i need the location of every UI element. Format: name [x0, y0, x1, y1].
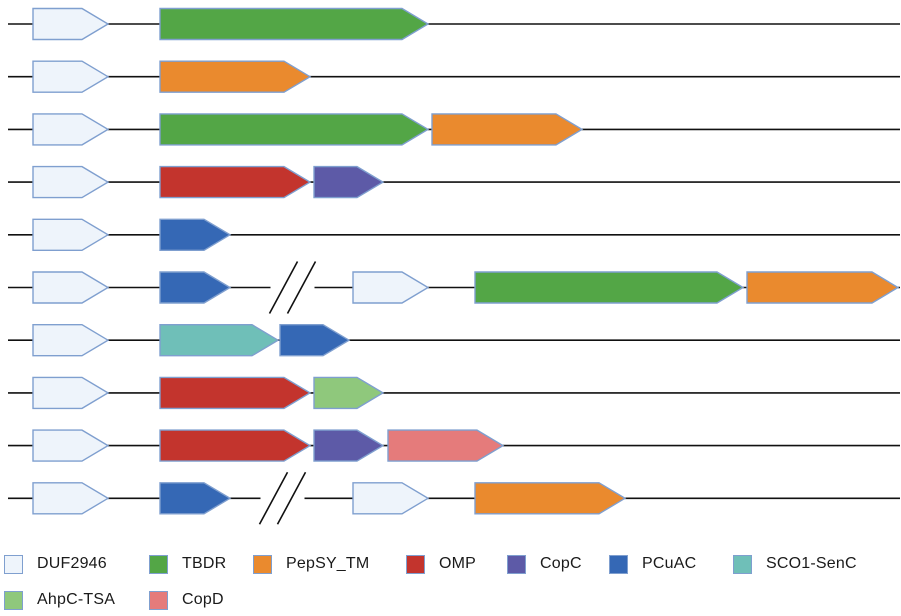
legend-label-tbdr: TBDR [182, 555, 227, 572]
sequence-break-mark [268, 261, 299, 314]
legend-item-ahpc-tsa: AhpC-TSA [4, 588, 115, 612]
legend-swatch-pcuac [609, 554, 628, 574]
cluster-row-5 [8, 218, 900, 252]
legend-item-copd: CopD [149, 588, 224, 612]
sequence-break-mark [286, 261, 317, 314]
legend-swatch-ahpc-tsa [4, 590, 23, 610]
legend-label-duf2946: DUF2946 [37, 555, 107, 572]
legend-item-omp: OMP [406, 552, 476, 576]
gene-arrow-pepsy-tm [746, 271, 900, 304]
sequence-break-mark [258, 471, 289, 525]
legend-label-omp: OMP [439, 555, 477, 572]
gene-arrow-duf2946 [32, 324, 110, 357]
legend-label-pepsy-tm: PepSY_TM [286, 555, 370, 572]
gene-arrow-duf2946 [32, 113, 110, 146]
legend-label-sco1-senc: SCO1-SenC [766, 555, 857, 572]
cluster-row-10 [8, 471, 900, 525]
legend-label-pcuac: PCuAC [642, 555, 697, 572]
gene-arrow-omp [159, 376, 312, 410]
gene-arrow-duf2946 [32, 429, 110, 462]
legend-item-pcuac: PCuAC [609, 552, 696, 576]
sequence-break-mark [276, 471, 307, 525]
cluster-row-6 [8, 261, 900, 314]
gene-arrow-pcuac [279, 324, 351, 357]
break-gap [260, 495, 305, 502]
gene-cluster-diagram [8, 7, 900, 525]
gene-arrow-duf2946 [32, 60, 110, 93]
gene-arrow-duf2946 [32, 165, 110, 199]
legend-item-tbdr: TBDR [149, 552, 226, 576]
legend-item-duf2946: DUF2946 [4, 552, 107, 576]
gene-arrow-copd [387, 429, 505, 462]
break-gap [270, 284, 315, 291]
gene-arrow-pepsy-tm [474, 482, 627, 515]
legend-swatch-duf2946 [4, 554, 23, 574]
legend-swatch-sco1-senc [733, 554, 752, 574]
legend-swatch-copc [507, 554, 526, 574]
gene-arrow-duf2946 [32, 271, 110, 304]
cluster-row-2 [8, 60, 900, 93]
legend-label-ahpc-tsa: AhpC-TSA [37, 591, 116, 608]
legend-label-copc: CopC [540, 555, 582, 572]
gene-arrow-copc [313, 165, 385, 199]
gene-arrow-tbdr [474, 271, 745, 304]
legend-swatch-pepsy-tm [253, 554, 272, 574]
gene-arrow-tbdr [159, 7, 430, 41]
legend: DUF2946 TBDR PepSY_TM OMP CopC PCuAC SCO… [0, 548, 901, 616]
legend-label-copd: CopD [182, 591, 224, 608]
gene-arrow-pcuac [159, 271, 232, 304]
gene-arrow-omp [159, 429, 312, 462]
gene-arrow-duf2946 [352, 482, 430, 515]
cluster-row-3 [8, 113, 900, 146]
gene-arrow-pepsy-tm [431, 113, 584, 146]
legend-item-copc: CopC [507, 552, 582, 576]
gene-arrow-pepsy-tm [159, 60, 312, 93]
cluster-row-1 [8, 7, 900, 41]
gene-arrow-copc [313, 429, 385, 462]
gene-arrow-pcuac [159, 482, 232, 515]
legend-swatch-copd [149, 590, 168, 610]
cluster-row-9 [8, 429, 900, 462]
gene-arrow-omp [159, 165, 312, 199]
cluster-row-4 [8, 165, 900, 199]
gene-arrow-ahpc-tsa [313, 376, 385, 410]
gene-arrow-tbdr [159, 113, 430, 146]
cluster-row-8 [8, 376, 900, 410]
cluster-row-7 [8, 324, 900, 357]
legend-swatch-tbdr [149, 554, 168, 574]
gene-arrow-duf2946 [352, 271, 430, 304]
gene-arrow-sco1-senc [159, 324, 280, 357]
gene-arrow-duf2946 [32, 482, 110, 515]
gene-arrow-duf2946 [32, 218, 110, 252]
gene-arrow-pcuac [159, 218, 232, 252]
gene-arrow-duf2946 [32, 7, 110, 41]
gene-arrow-duf2946 [32, 376, 110, 410]
legend-item-pepsy-tm: PepSY_TM [253, 552, 369, 576]
legend-swatch-omp [406, 554, 425, 574]
legend-item-sco1-senc: SCO1-SenC [733, 552, 857, 576]
